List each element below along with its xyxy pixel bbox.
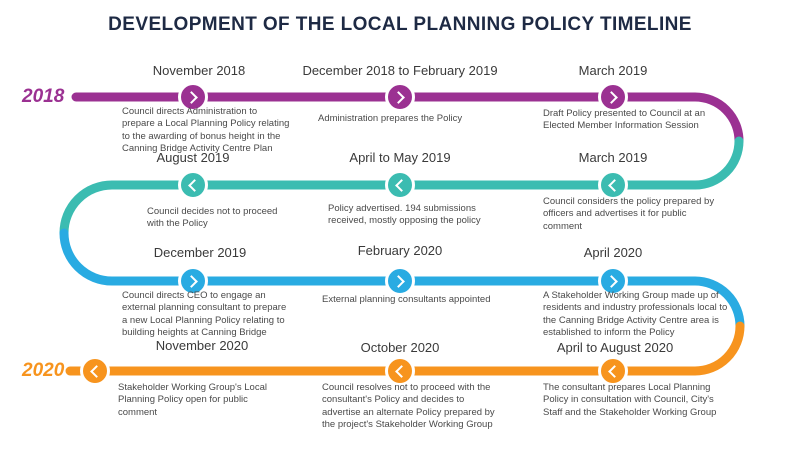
- event-description: A Stakeholder Working Group made up of r…: [543, 290, 728, 339]
- event-node: [385, 266, 415, 296]
- event-node: [385, 82, 415, 112]
- year-label-start: 2018: [22, 86, 65, 107]
- event-description: The consultant prepares Local Planning P…: [543, 382, 717, 418]
- event-description: Draft Policy presented to Council at an …: [543, 108, 706, 132]
- timeline-segment-2020: [65, 321, 745, 376]
- page-title: DEVELOPMENT OF THE LOCAL PLANNING POLICY…: [108, 14, 692, 35]
- event-node: [598, 82, 628, 112]
- event-description: Policy advertised. 194 submissions recei…: [328, 203, 481, 227]
- year-label-end: 2020: [22, 360, 65, 381]
- event-description: Council resolves not to proceed with the…: [322, 382, 495, 431]
- event-node: [385, 170, 415, 200]
- event-node: [80, 356, 110, 386]
- event-date: March 2019: [578, 150, 648, 165]
- event-description: Council directs CEO to engage an externa…: [122, 290, 287, 339]
- event-date: April to May 2019: [349, 150, 451, 165]
- event-node: [178, 82, 208, 112]
- event-date: December 2018 to February 2019: [302, 63, 498, 78]
- event-date: April to August 2020: [556, 340, 674, 355]
- event-description: Council directs Administration to prepar…: [122, 106, 290, 155]
- event-node: [178, 170, 208, 200]
- event-date: November 2018: [152, 63, 246, 78]
- chevron-left-icon: [608, 178, 621, 192]
- event-node: [178, 266, 208, 296]
- chevron-right-icon: [392, 274, 405, 288]
- event-node: [598, 170, 628, 200]
- timeline-segment-2019b: [59, 228, 745, 331]
- event-date: October 2020: [360, 340, 440, 355]
- timeline-segment-2019a: [59, 136, 744, 238]
- timeline-segment-2018: [71, 92, 744, 146]
- chevron-right-icon: [605, 90, 618, 104]
- event-description: Council decides not to proceed with the …: [147, 206, 278, 230]
- event-description: Council considers the policy prepared by…: [543, 196, 715, 232]
- event-node: [598, 356, 628, 386]
- chevron-right-icon: [392, 90, 405, 104]
- chevron-left-icon: [395, 364, 408, 378]
- event-description: External planning consultants appointed: [322, 294, 491, 305]
- chevron-right-icon: [185, 274, 198, 288]
- event-date: April 2020: [583, 245, 643, 260]
- chevron-left-icon: [608, 364, 621, 378]
- event-node: [598, 266, 628, 296]
- event-date: December 2019: [153, 245, 247, 260]
- event-date: August 2019: [156, 150, 230, 165]
- event-node: [385, 356, 415, 386]
- event-date: March 2019: [578, 63, 648, 78]
- chevron-left-icon: [395, 178, 408, 192]
- chevron-left-icon: [90, 364, 103, 378]
- chevron-right-icon: [185, 90, 198, 104]
- event-description: Administration prepares the Policy: [318, 113, 463, 124]
- event-description: Stakeholder Working Group's Local Planni…: [118, 382, 267, 418]
- event-date: November 2020: [155, 338, 249, 353]
- chevron-left-icon: [188, 178, 201, 192]
- event-date: February 2020: [357, 243, 443, 258]
- chevron-right-icon: [605, 274, 618, 288]
